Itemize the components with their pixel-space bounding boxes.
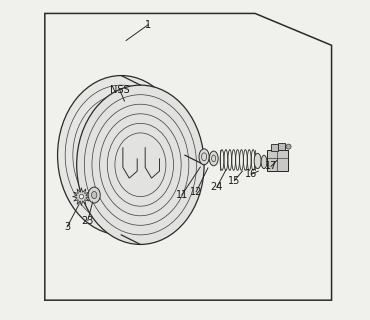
Ellipse shape	[254, 153, 261, 169]
Text: 12: 12	[190, 187, 202, 197]
Ellipse shape	[88, 187, 100, 203]
Ellipse shape	[58, 76, 185, 235]
Ellipse shape	[199, 149, 209, 165]
Ellipse shape	[209, 151, 218, 166]
Ellipse shape	[91, 191, 97, 199]
Polygon shape	[73, 188, 90, 205]
Text: 23: 23	[82, 216, 94, 226]
FancyBboxPatch shape	[271, 144, 278, 151]
Text: 15: 15	[228, 176, 240, 186]
Text: 1: 1	[145, 20, 151, 29]
Text: NSS: NSS	[110, 85, 130, 95]
FancyBboxPatch shape	[278, 143, 285, 150]
Text: 17: 17	[265, 161, 277, 172]
Text: 16: 16	[245, 169, 258, 179]
Circle shape	[286, 144, 291, 149]
Ellipse shape	[77, 85, 204, 244]
Text: 24: 24	[211, 182, 223, 192]
Text: 11: 11	[176, 190, 188, 200]
Text: 3: 3	[64, 222, 70, 232]
FancyBboxPatch shape	[267, 150, 288, 172]
Ellipse shape	[261, 155, 267, 169]
Circle shape	[79, 195, 84, 199]
